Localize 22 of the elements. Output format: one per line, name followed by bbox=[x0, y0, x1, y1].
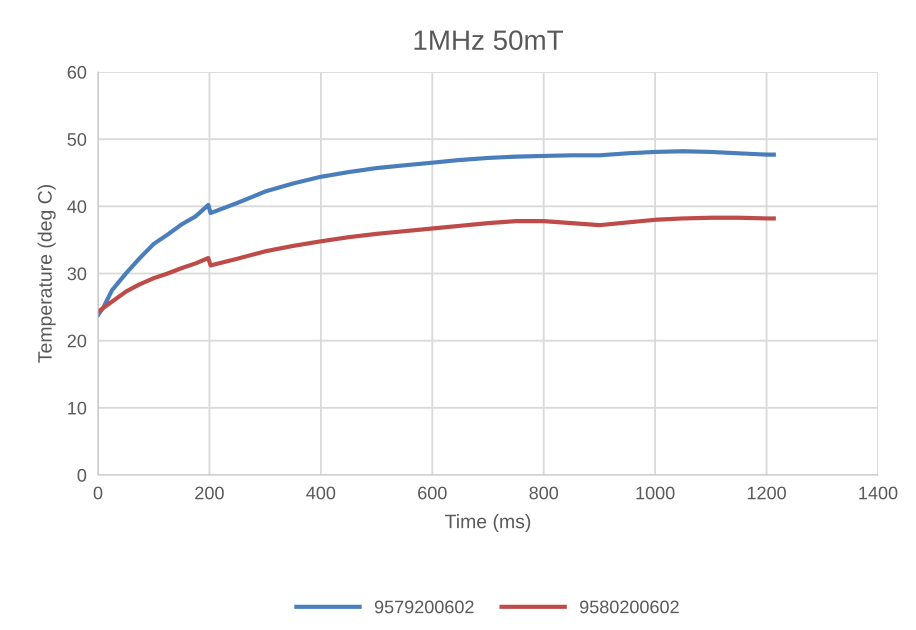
legend-label: 9579200602 bbox=[374, 600, 474, 614]
legend-label: 9580200602 bbox=[580, 600, 679, 614]
y-axis-title: Temperature (deg C) bbox=[38, 185, 56, 363]
y-tick-label: 30 bbox=[67, 267, 86, 280]
x-axis-title: Time (ms) bbox=[445, 514, 530, 532]
y-tick-label: 0 bbox=[78, 468, 86, 482]
y-tick-label: 60 bbox=[68, 66, 86, 79]
x-tick-label: 200 bbox=[195, 486, 224, 500]
x-tick-label: 800 bbox=[529, 486, 558, 500]
x-tick-label: 1200 bbox=[748, 486, 786, 500]
y-tick-label: 50 bbox=[68, 133, 86, 146]
x-tick-label: 1400 bbox=[859, 486, 898, 500]
y-tick-label: 40 bbox=[67, 200, 86, 214]
x-tick-label: 1000 bbox=[636, 486, 675, 500]
x-tick-label: 400 bbox=[306, 486, 336, 500]
y-tick-label: 10 bbox=[68, 402, 86, 415]
x-tick-label: 600 bbox=[418, 486, 447, 500]
chart-title: 1MHz 50mT bbox=[414, 30, 563, 50]
line-series bbox=[98, 216, 776, 314]
x-tick-label: 0 bbox=[94, 486, 102, 500]
y-tick-label: 20 bbox=[68, 334, 86, 348]
line-series bbox=[98, 149, 776, 318]
